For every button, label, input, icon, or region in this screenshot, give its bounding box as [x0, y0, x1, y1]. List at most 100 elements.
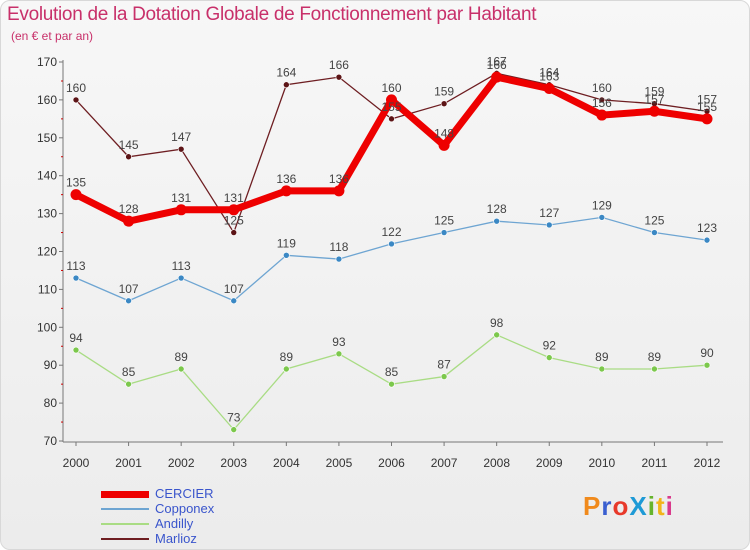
- data-label-copponex: 125: [434, 214, 454, 228]
- data-point-marlioz: [440, 100, 448, 107]
- y-tick-label: 100: [37, 320, 57, 334]
- data-point-cercier: [70, 189, 82, 201]
- data-label-marlioz: 157: [697, 92, 717, 106]
- data-point-andilly: [703, 361, 711, 369]
- data-point-cercier: [386, 94, 397, 106]
- data-label-cercier: 136: [329, 172, 349, 186]
- data-point-andilly: [335, 350, 343, 358]
- data-point-copponex: [72, 274, 80, 282]
- data-point-cercier: [543, 83, 555, 95]
- data-label-cercier: 160: [381, 81, 401, 95]
- data-label-copponex: 125: [644, 214, 664, 228]
- data-point-copponex: [598, 214, 606, 221]
- data-point-cercier: [280, 185, 292, 197]
- data-label-marlioz: 160: [592, 81, 612, 95]
- data-point-copponex: [440, 229, 448, 236]
- data-label-andilly: 89: [595, 350, 609, 364]
- x-tick-label: 2008: [483, 456, 510, 470]
- data-label-andilly: 92: [543, 339, 557, 353]
- y-tick-label: 150: [37, 131, 57, 145]
- legend-swatch-marlioz: [101, 538, 149, 540]
- x-tick-label: 2009: [536, 456, 563, 470]
- legend-item-copponex: Copponex: [101, 501, 321, 517]
- legend-label-copponex: Copponex: [155, 501, 215, 516]
- data-label-copponex: 119: [277, 236, 296, 250]
- data-point-cercier: [596, 109, 608, 121]
- legend: CERCIER Copponex Andilly Marlioz: [101, 486, 321, 547]
- data-label-marlioz: 167: [487, 54, 507, 68]
- data-point-andilly: [545, 354, 553, 361]
- legend-item-andilly: Andilly: [101, 516, 321, 532]
- data-point-cercier: [333, 185, 345, 197]
- data-label-cercier: 136: [276, 172, 296, 186]
- data-point-marlioz: [230, 229, 238, 236]
- data-label-andilly: 85: [385, 365, 399, 379]
- logo-letter: i: [665, 491, 674, 521]
- data-label-andilly: 94: [69, 331, 83, 345]
- data-label-marlioz: 159: [434, 85, 454, 99]
- data-label-andilly: 98: [490, 316, 504, 330]
- y-tick-label: 120: [37, 245, 57, 259]
- x-tick-label: 2003: [220, 456, 247, 470]
- data-point-cercier: [438, 139, 450, 151]
- data-label-copponex: 118: [329, 240, 348, 254]
- data-point-andilly: [388, 380, 395, 388]
- legend-item-marlioz: Marlioz: [101, 531, 321, 547]
- x-tick-label: 2005: [326, 456, 353, 470]
- data-point-cercier: [491, 71, 503, 83]
- data-label-cercier: 135: [66, 176, 86, 190]
- logo-letter: t: [655, 491, 666, 521]
- x-tick-label: 2004: [273, 456, 300, 470]
- data-label-marlioz: 164: [539, 66, 559, 80]
- y-tick-label: 70: [44, 434, 58, 448]
- legend-label-marlioz: Marlioz: [155, 531, 197, 546]
- data-point-copponex: [388, 240, 395, 248]
- data-label-copponex: 107: [224, 282, 244, 296]
- x-tick-label: 2010: [588, 456, 615, 470]
- data-label-copponex: 122: [381, 225, 401, 239]
- data-point-marlioz: [598, 96, 606, 104]
- x-tick-label: 2007: [431, 456, 458, 470]
- y-tick-label: 140: [37, 169, 57, 183]
- legend-swatch-copponex: [101, 508, 149, 510]
- data-point-andilly: [283, 365, 290, 373]
- data-point-marlioz: [72, 96, 80, 104]
- data-label-marlioz: 125: [224, 214, 244, 228]
- data-label-copponex: 113: [66, 259, 85, 273]
- data-point-copponex: [703, 236, 711, 244]
- data-point-marlioz: [177, 145, 185, 153]
- data-point-marlioz: [335, 73, 343, 81]
- data-point-copponex: [230, 297, 238, 305]
- legend-swatch-cercier: [101, 490, 149, 498]
- data-label-andilly: 89: [648, 350, 662, 364]
- data-point-andilly: [440, 373, 448, 380]
- x-tick-label: 2001: [115, 456, 142, 470]
- logo-letter: P: [583, 491, 602, 521]
- data-point-copponex: [177, 274, 185, 282]
- data-label-marlioz: 160: [66, 81, 86, 95]
- data-label-cercier: 131: [171, 191, 191, 205]
- proxiti-logo: ProXiti: [583, 491, 674, 522]
- data-label-marlioz: 155: [381, 100, 401, 114]
- data-point-copponex: [545, 221, 553, 229]
- data-label-andilly: 89: [174, 350, 188, 364]
- y-tick-label: 110: [38, 282, 57, 296]
- data-label-copponex: 123: [697, 221, 717, 235]
- data-point-andilly: [651, 365, 658, 373]
- data-label-andilly: 73: [227, 411, 241, 425]
- data-point-marlioz: [283, 81, 290, 89]
- x-tick-label: 2011: [642, 456, 668, 470]
- data-label-cercier: 131: [224, 191, 244, 205]
- y-tick-label: 90: [44, 358, 58, 372]
- logo-letter: o: [612, 491, 630, 521]
- logo-letter: i: [647, 491, 656, 521]
- data-label-cercier: 128: [119, 202, 139, 216]
- data-label-marlioz: 159: [644, 85, 664, 99]
- data-label-marlioz: 166: [329, 58, 349, 72]
- data-point-copponex: [283, 251, 290, 259]
- data-label-cercier: 157: [644, 92, 664, 106]
- data-point-andilly: [598, 365, 606, 373]
- x-tick-label: 2000: [63, 456, 90, 470]
- data-point-cercier: [228, 204, 240, 216]
